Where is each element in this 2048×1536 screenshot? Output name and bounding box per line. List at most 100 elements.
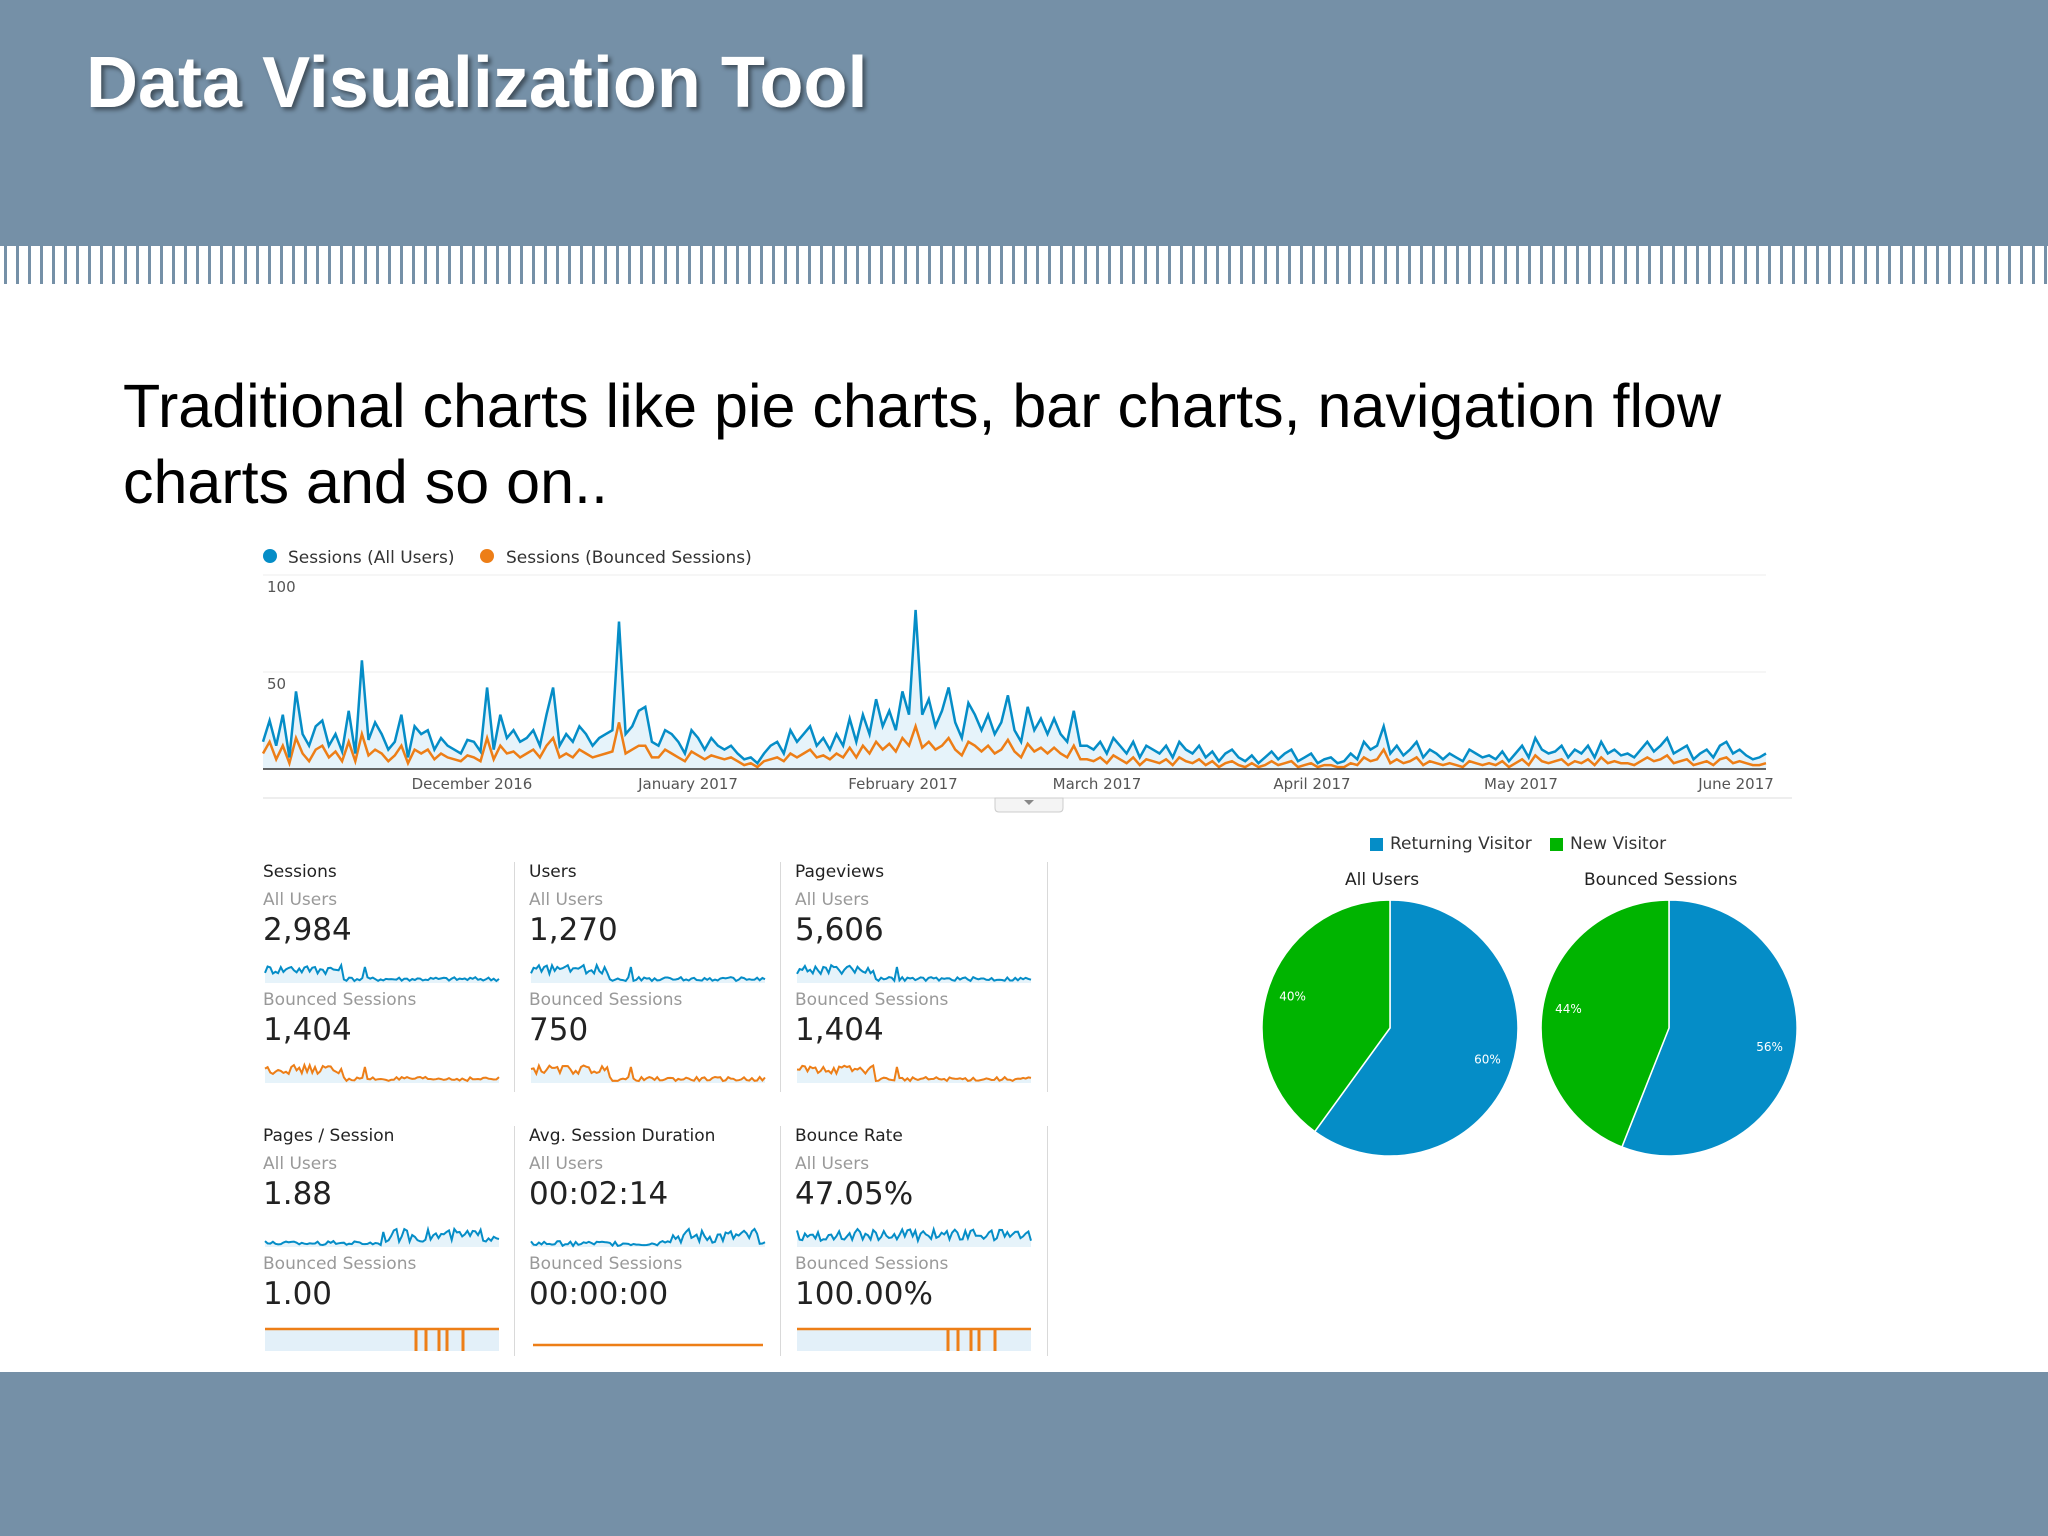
header-stripe	[1300, 246, 1303, 284]
header-stripe	[628, 246, 631, 284]
header-stripe	[928, 246, 931, 284]
metric-title: Pages / Session	[263, 1126, 395, 1146]
metric-tile-bounce-rate[interactable]: Bounce Rate All Users 47.05% Bounced Ses…	[795, 1126, 1045, 1366]
series-line-all-users	[261, 609, 1767, 766]
header-stripe	[1060, 246, 1063, 284]
metric-tile-pageviews[interactable]: Pageviews All Users 5,606 Bounced Sessio…	[795, 862, 1045, 1102]
pie-label-returning: 60%	[1474, 1053, 1501, 1067]
header-stripe	[844, 246, 847, 284]
sparkline-mark	[531, 1065, 765, 1083]
header-stripe	[1852, 246, 1855, 284]
header-stripe	[736, 246, 739, 284]
tile-divider	[780, 1126, 781, 1356]
x-tick-january-2017: January 2017	[637, 775, 738, 793]
header-stripe	[1204, 246, 1207, 284]
header-stripe	[1252, 246, 1255, 284]
header-stripe	[856, 246, 859, 284]
pie-slice-returning[interactable]	[1313, 899, 1519, 1157]
metric-tile-users[interactable]: Users All Users 1,270 Bounced Sessions 7…	[529, 862, 779, 1102]
x-tick-march-2017: March 2017	[1053, 775, 1142, 793]
header-stripe	[556, 246, 559, 284]
header-stripe	[112, 246, 115, 284]
header-stripe	[652, 246, 655, 284]
metric-tile-sessions[interactable]: Sessions All Users 2,984 Bounced Session…	[263, 862, 513, 1102]
header-stripe	[796, 246, 799, 284]
header-stripe	[892, 246, 895, 284]
metric-value-bounced: 1.00	[263, 1276, 333, 1312]
slide-header: Data Visualization Tool	[0, 0, 2048, 246]
metric-tile-avg-session-duration[interactable]: Avg. Session Duration All Users 00:02:14…	[529, 1126, 779, 1366]
header-stripe	[772, 246, 775, 284]
header-stripe	[1828, 246, 1831, 284]
header-stripe	[220, 246, 223, 284]
legend-label-bounced[interactable]: Sessions (Bounced Sessions)	[506, 548, 752, 568]
sparkline-all-users	[796, 963, 1032, 983]
header-stripe	[388, 246, 391, 284]
tile-divider	[514, 862, 515, 1092]
metric-segment-bounced: Bounced Sessions	[795, 990, 949, 1010]
sparkline-bounced	[530, 1062, 766, 1083]
sparkline-bounced	[264, 1062, 500, 1083]
metric-value-bounced: 750	[529, 1012, 589, 1048]
header-stripe	[136, 246, 139, 284]
header-stripe	[1744, 246, 1747, 284]
sparkline-bounced	[797, 1327, 1031, 1351]
header-stripe	[1948, 246, 1951, 284]
header-stripe	[1192, 246, 1195, 284]
header-stripe	[976, 246, 979, 284]
metric-segment-all-users: All Users	[795, 1154, 870, 1174]
pie-legend-new[interactable]: New Visitor	[1550, 834, 1666, 854]
header-stripe	[1936, 246, 1939, 284]
sparkline-mark	[530, 1062, 766, 1083]
header-stripe	[1912, 246, 1915, 284]
pie-slice-new[interactable]	[1261, 899, 1391, 1133]
header-stripe	[1036, 246, 1039, 284]
header-stripe	[184, 246, 187, 284]
series-line-bounced	[261, 722, 1767, 769]
header-stripe	[496, 246, 499, 284]
sparkline-mark	[264, 962, 500, 983]
legend-label-all-users[interactable]: Sessions (All Users)	[288, 548, 454, 568]
header-stripe	[568, 246, 571, 284]
header-stripe	[2044, 246, 2047, 284]
header-stripe	[2020, 246, 2023, 284]
header-stripe	[1180, 246, 1183, 284]
header-stripe	[592, 246, 595, 284]
header-stripe	[1792, 246, 1795, 284]
metric-tile-pages-per-session[interactable]: Pages / Session All Users 1.88 Bounced S…	[263, 1126, 513, 1366]
metric-value-bounced: 00:00:00	[529, 1276, 669, 1312]
pie-slice-returning[interactable]	[1620, 899, 1798, 1157]
sparkline-mark	[264, 1062, 500, 1083]
header-stripe	[1528, 246, 1531, 284]
header-stripe	[1072, 246, 1075, 284]
header-stripe	[1684, 246, 1687, 284]
header-stripe	[1408, 246, 1411, 284]
pie-slice-new[interactable]	[1540, 899, 1670, 1148]
metric-value-all-users: 00:02:14	[529, 1176, 669, 1212]
sessions-line-chart: Sessions (All Users) Sessions (Bounced S…	[261, 548, 1792, 813]
sparkline-mark	[264, 1225, 500, 1247]
header-stripe	[1984, 246, 1987, 284]
header-stripe	[1672, 246, 1675, 284]
header-stripe	[1564, 246, 1567, 284]
x-tick-may-2017: May 2017	[1484, 775, 1558, 793]
header-stripe	[1312, 246, 1315, 284]
header-stripe	[52, 246, 55, 284]
header-stripe	[400, 246, 403, 284]
header-stripe	[1144, 246, 1147, 284]
header-stripe	[472, 246, 475, 284]
metric-value-all-users: 2,984	[263, 912, 352, 948]
expand-chart-handle[interactable]	[994, 797, 1064, 813]
pie-title-bounced: Bounced Sessions	[1584, 870, 1738, 890]
header-stripe	[40, 246, 43, 284]
header-stripe	[1324, 246, 1327, 284]
header-stripe	[1636, 246, 1639, 284]
pie-legend-returning[interactable]: Returning Visitor	[1370, 834, 1532, 854]
header-stripe	[1864, 246, 1867, 284]
header-stripe	[1804, 246, 1807, 284]
tile-divider	[1047, 862, 1048, 1092]
header-stripe	[1516, 246, 1519, 284]
header-stripe	[424, 246, 427, 284]
header-stripe	[1696, 246, 1699, 284]
header-stripe	[964, 246, 967, 284]
